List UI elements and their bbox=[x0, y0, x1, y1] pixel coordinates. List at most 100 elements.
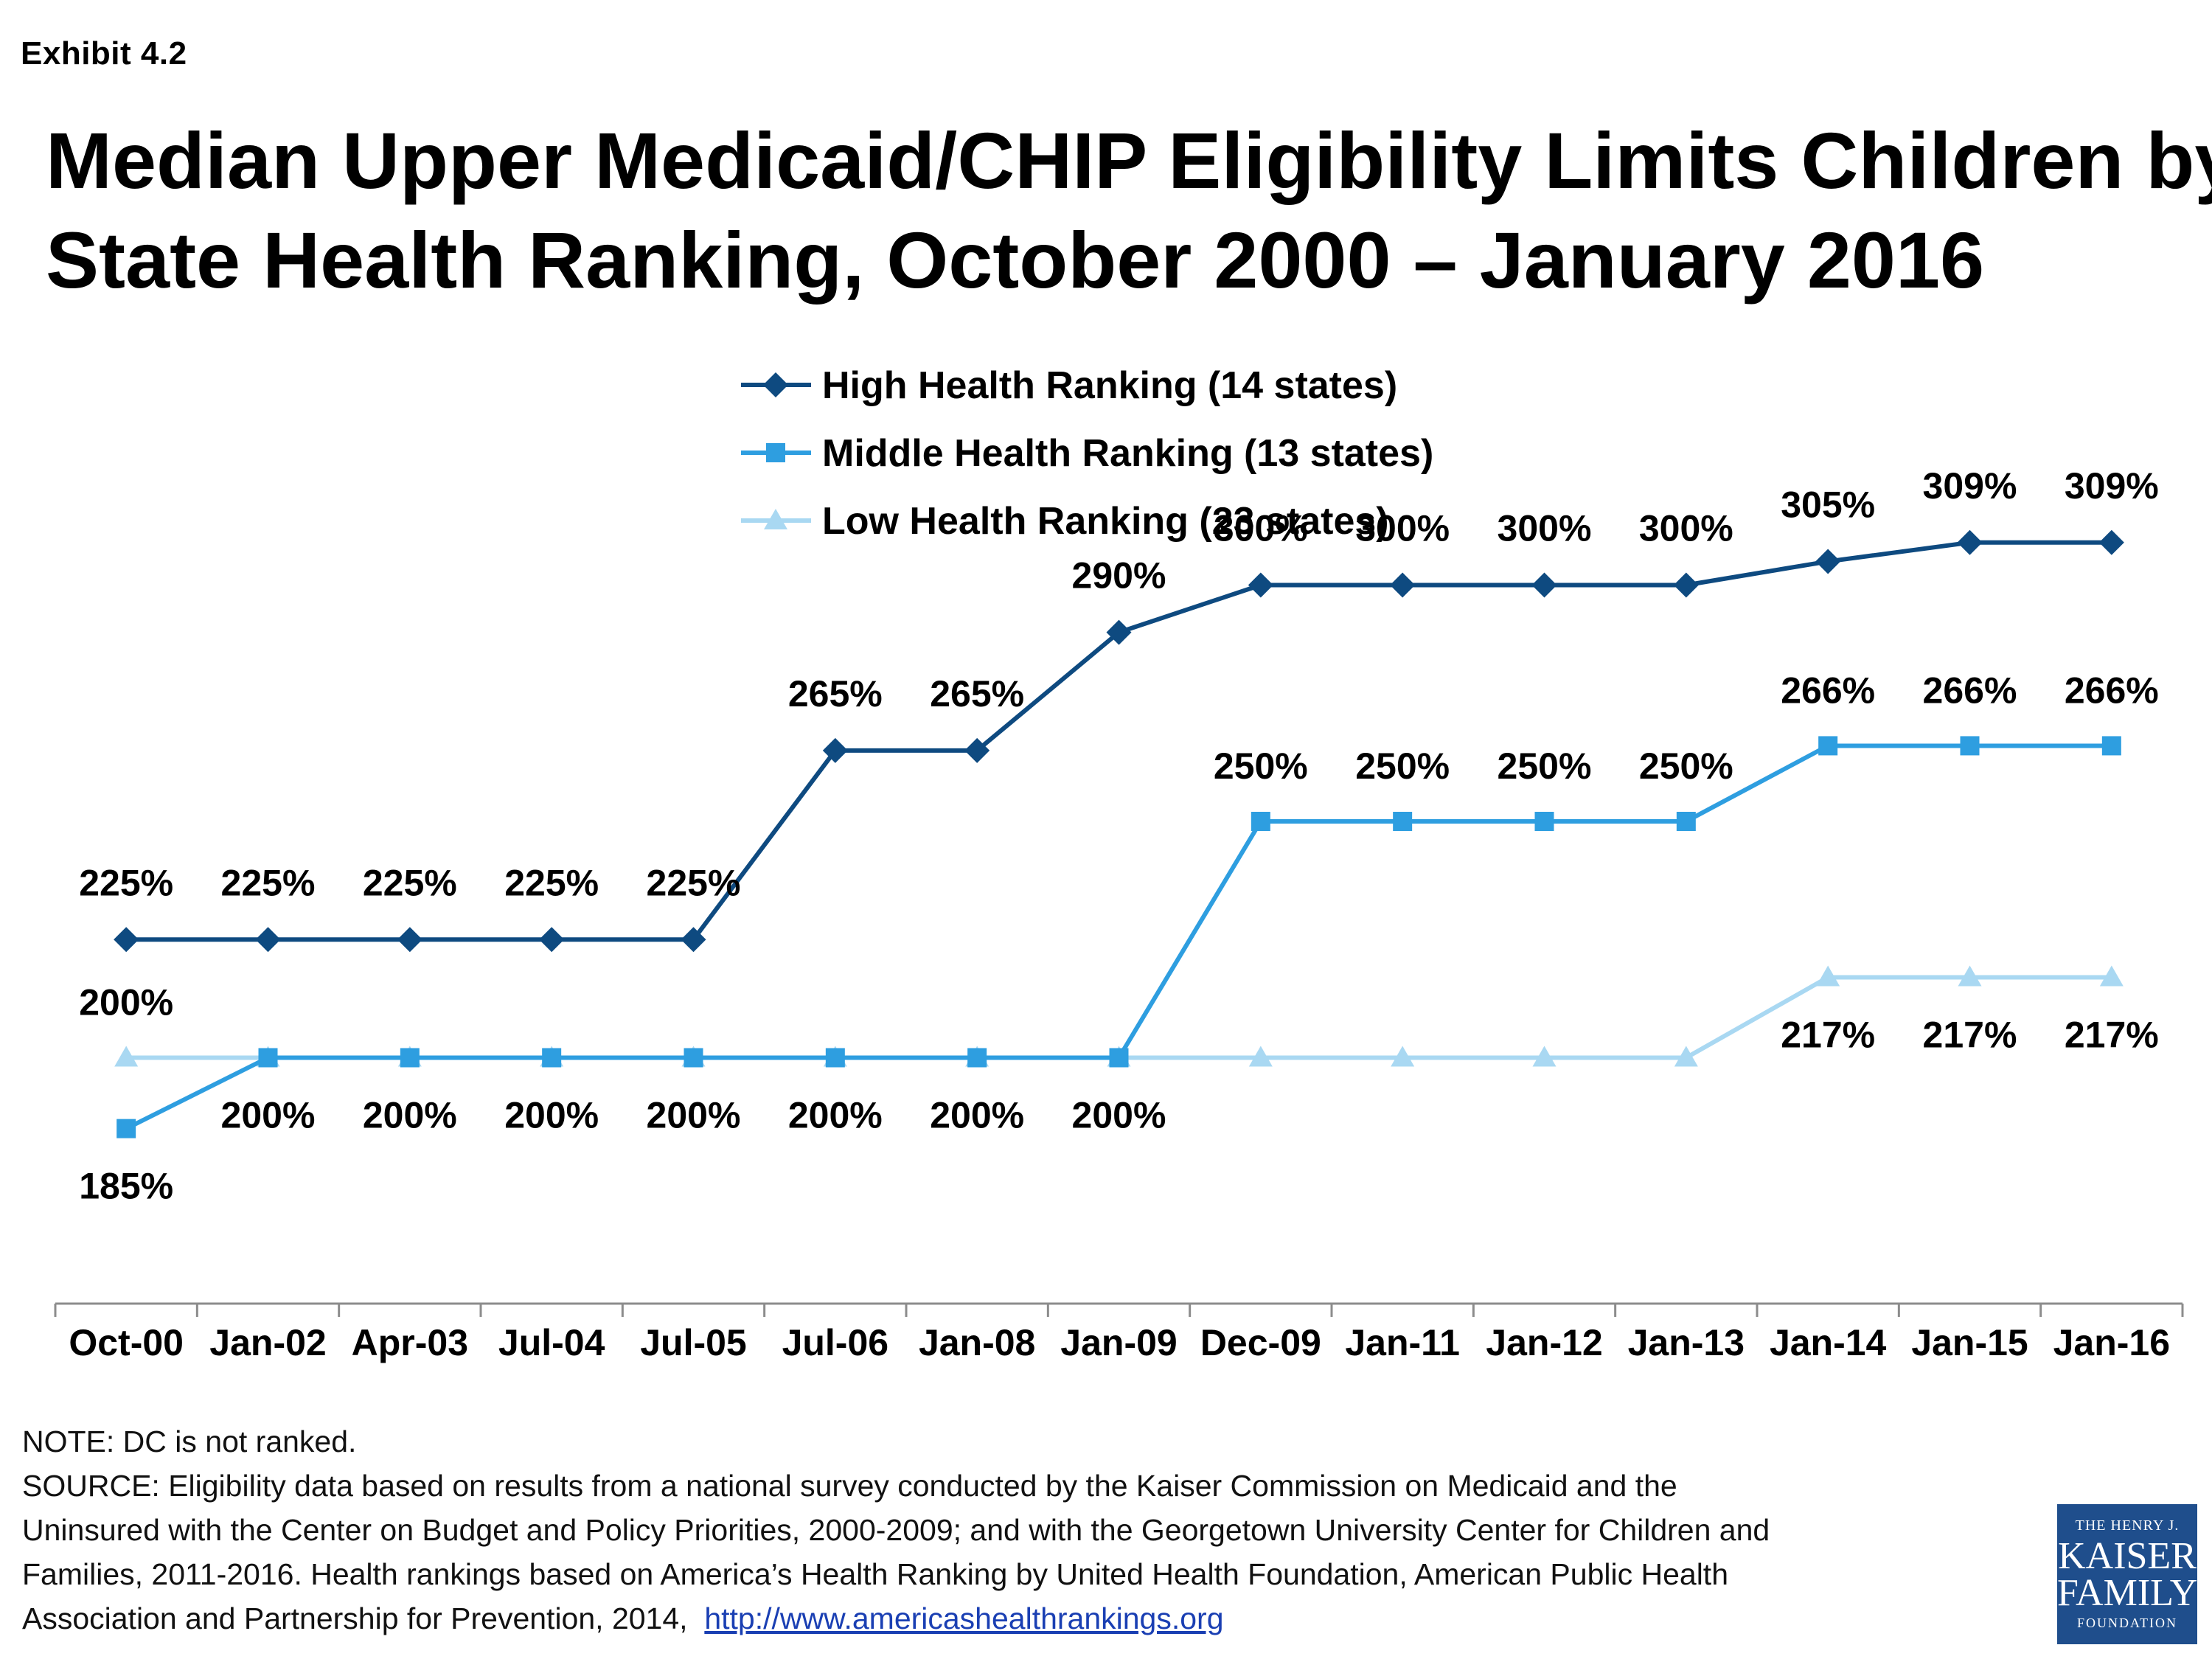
data-label: 250% bbox=[1355, 745, 1450, 787]
data-label: 200% bbox=[1072, 1095, 1166, 1136]
data-label: 300% bbox=[1355, 508, 1450, 549]
data-point bbox=[1676, 812, 1696, 831]
logo-line-4: FOUNDATION bbox=[2077, 1615, 2177, 1630]
legend-swatch-marker bbox=[764, 509, 787, 529]
data-point bbox=[1818, 736, 1838, 756]
data-label: 217% bbox=[1923, 1015, 2017, 1056]
data-label: 309% bbox=[2065, 465, 2159, 507]
data-label: 250% bbox=[1639, 745, 1733, 787]
data-point bbox=[255, 927, 281, 953]
data-label: 225% bbox=[504, 862, 599, 903]
legend-swatch-marker bbox=[766, 443, 785, 462]
data-label: 200% bbox=[647, 1095, 741, 1136]
data-point bbox=[1248, 1046, 1273, 1067]
data-point bbox=[825, 1048, 845, 1068]
data-label: 217% bbox=[2065, 1015, 2159, 1056]
data-point bbox=[397, 927, 422, 953]
data-label: 266% bbox=[1781, 669, 1875, 711]
data-label: 300% bbox=[1214, 508, 1308, 549]
data-label: 305% bbox=[1781, 484, 1875, 525]
data-label: 250% bbox=[1214, 745, 1308, 787]
data-label: 266% bbox=[2065, 669, 2159, 711]
data-point bbox=[2098, 529, 2124, 555]
chart-title-line-2: State Health Ranking, October 2000 – Jan… bbox=[46, 215, 1985, 305]
data-point bbox=[1248, 572, 1273, 598]
chart-title: Median Upper Medicaid/CHIP Eligibility L… bbox=[46, 111, 2212, 310]
x-tick-label: Jan-15 bbox=[1911, 1322, 2028, 1363]
footer-source-line-3: Families, 2011-2016. Health rankings bas… bbox=[22, 1557, 1728, 1591]
data-label: 200% bbox=[788, 1095, 883, 1136]
legend-swatch-marker bbox=[763, 372, 788, 397]
logo-line-2: KAISER bbox=[2058, 1535, 2197, 1577]
line-chart: Oct-00 Jan-02 Apr-03 Jul-04 Jul-05 Jul-06 Jan-… bbox=[54, 364, 2184, 1363]
x-tick-label: Jan-13 bbox=[1628, 1322, 1745, 1363]
data-point bbox=[539, 927, 565, 953]
data-point bbox=[114, 1046, 139, 1067]
data-point bbox=[1390, 572, 1416, 598]
x-tick-label: Jan-08 bbox=[919, 1322, 1035, 1363]
data-label: 225% bbox=[363, 862, 457, 903]
data-point bbox=[1960, 736, 1980, 756]
data-point bbox=[114, 927, 139, 953]
x-tick-label: Dec-09 bbox=[1200, 1322, 1321, 1363]
data-label: 200% bbox=[930, 1095, 1024, 1136]
data-point bbox=[1109, 1048, 1129, 1068]
source-link[interactable]: http://www.americashealthrankings.org bbox=[704, 1601, 1224, 1635]
data-label: 300% bbox=[1498, 508, 1592, 549]
logo-line-3: FAMILY bbox=[2057, 1572, 2198, 1614]
footer-source-line-1: SOURCE: Eligibility data based on result… bbox=[22, 1469, 1677, 1503]
data-label: 265% bbox=[788, 673, 883, 714]
data-point bbox=[967, 1048, 987, 1068]
data-point bbox=[1393, 812, 1413, 831]
data-label: 200% bbox=[363, 1095, 457, 1136]
data-point bbox=[116, 1119, 136, 1138]
data-point bbox=[681, 927, 706, 953]
data-label: 300% bbox=[1639, 508, 1733, 549]
x-tick-label: Jul-06 bbox=[782, 1322, 889, 1363]
data-label: 266% bbox=[1923, 669, 2017, 711]
data-point bbox=[2101, 736, 2121, 756]
data-point bbox=[822, 737, 848, 763]
legend-label: Low Health Ranking (23 states) bbox=[822, 500, 1389, 543]
data-point bbox=[964, 737, 990, 763]
data-label: 225% bbox=[647, 862, 741, 903]
data-label: 185% bbox=[79, 1166, 173, 1207]
x-tick-label: Oct-00 bbox=[69, 1322, 184, 1363]
data-label: 225% bbox=[79, 862, 173, 903]
x-tick-label: Jan-11 bbox=[1345, 1322, 1460, 1363]
data-label: 200% bbox=[79, 982, 173, 1023]
x-tick-label: Jan-02 bbox=[209, 1322, 326, 1363]
data-label: 225% bbox=[221, 862, 316, 903]
legend-label: Middle Health Ranking (13 states) bbox=[822, 432, 1433, 475]
exhibit-label: Exhibit 4.2 bbox=[21, 35, 187, 72]
footer-note: NOTE: DC is not ranked. bbox=[22, 1425, 357, 1458]
data-label: 200% bbox=[221, 1095, 316, 1136]
x-tick-label: Jul-04 bbox=[498, 1322, 605, 1363]
data-point bbox=[258, 1048, 278, 1068]
data-label: 309% bbox=[1923, 465, 2017, 507]
data-point bbox=[1958, 965, 1982, 987]
logo-line-1: THE HENRY J. bbox=[2075, 1517, 2180, 1534]
data-point bbox=[1815, 549, 1841, 574]
data-label: 217% bbox=[1781, 1015, 1875, 1056]
kaiser-family-foundation-logo: THE HENRY J. KAISER FAMILY FOUNDATION bbox=[2057, 1504, 2197, 1644]
data-label: 265% bbox=[930, 673, 1024, 714]
data-point bbox=[1106, 619, 1132, 645]
data-point bbox=[1816, 965, 1840, 987]
data-point bbox=[1251, 812, 1270, 831]
data-point bbox=[1957, 529, 1983, 555]
series-line-1 bbox=[125, 743, 2112, 1131]
data-point bbox=[684, 1048, 703, 1068]
footer-source-line-4: Association and Partnership for Preventi… bbox=[22, 1596, 2050, 1641]
x-tick-label: Jul-05 bbox=[640, 1322, 747, 1363]
data-point bbox=[1391, 1046, 1415, 1067]
data-point bbox=[1532, 1046, 1557, 1067]
data-label: 250% bbox=[1498, 745, 1592, 787]
x-tick-label: Jan-09 bbox=[1060, 1322, 1177, 1363]
data-point bbox=[542, 1048, 562, 1068]
data-point bbox=[1531, 572, 1557, 598]
data-point bbox=[1673, 572, 1699, 598]
data-point bbox=[1674, 1046, 1698, 1067]
footer: NOTE: DC is not ranked. SOURCE: Eligibil… bbox=[22, 1419, 2050, 1641]
data-point bbox=[1534, 812, 1554, 831]
